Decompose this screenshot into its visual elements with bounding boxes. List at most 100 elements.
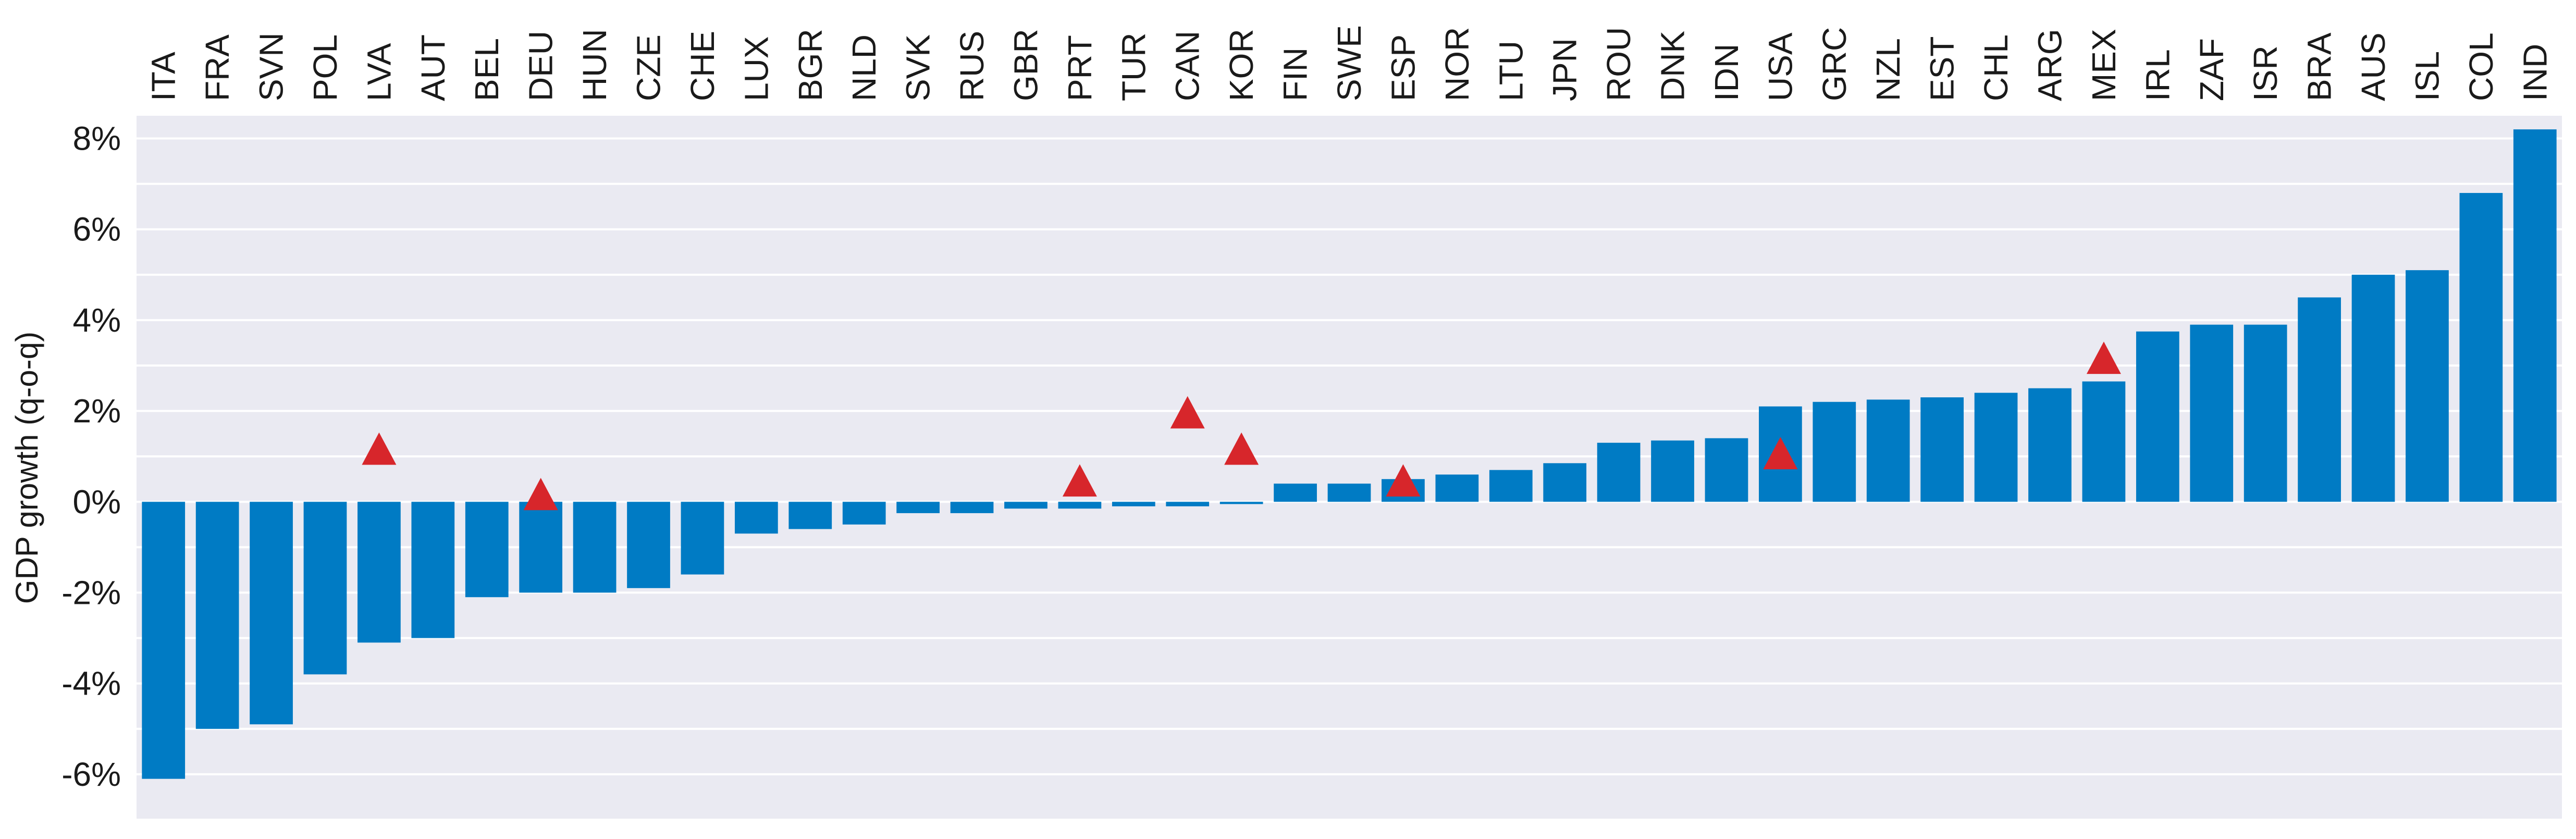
y-tick-label: 4% bbox=[73, 301, 121, 339]
category-label-kor: KOR bbox=[1223, 29, 1260, 101]
bar-bgr bbox=[788, 502, 832, 529]
bar-col bbox=[2459, 193, 2503, 502]
category-label-deu: DEU bbox=[522, 31, 560, 101]
marker-deu bbox=[523, 478, 558, 510]
category-label-lux: LUX bbox=[737, 37, 775, 102]
bar-grc bbox=[1813, 402, 1856, 502]
y-tick-label: 6% bbox=[73, 211, 121, 248]
bar-isr bbox=[2244, 324, 2287, 502]
bar-svk bbox=[896, 502, 940, 514]
bars bbox=[142, 129, 2557, 779]
bar-arg bbox=[2028, 388, 2072, 502]
marker-prt bbox=[1062, 464, 1097, 497]
bar-che bbox=[681, 502, 724, 575]
bar-irl bbox=[2136, 331, 2179, 502]
marker-kor bbox=[1224, 432, 1259, 465]
category-label-esp: ESP bbox=[1384, 34, 1422, 101]
bar-prt bbox=[1058, 502, 1102, 509]
category-label-dnk: DNK bbox=[1654, 31, 1692, 101]
category-label-che: CHE bbox=[684, 31, 721, 101]
category-label-aut: AUT bbox=[414, 34, 452, 101]
category-label-isl: ISL bbox=[2408, 51, 2446, 101]
marker-lva bbox=[362, 432, 397, 465]
category-label-mex: MEX bbox=[2085, 29, 2123, 101]
bar-svn bbox=[250, 502, 293, 725]
bar-isl bbox=[2406, 270, 2449, 502]
bar-hun bbox=[573, 502, 617, 593]
bar-nor bbox=[1435, 475, 1479, 502]
y-axis-title: GDP growth (q-o-q) bbox=[9, 332, 44, 604]
bar-est bbox=[1920, 397, 1964, 502]
bar-rus bbox=[950, 502, 994, 514]
bar-can bbox=[1166, 502, 1210, 507]
category-label-bel: BEL bbox=[468, 38, 506, 101]
category-label-grc: GRC bbox=[1816, 27, 1853, 101]
bar-lva bbox=[358, 502, 401, 643]
category-label-fra: FRA bbox=[199, 34, 236, 101]
bar-rou bbox=[1597, 443, 1641, 502]
bar-nzl bbox=[1866, 399, 1910, 502]
category-label-isr: ISR bbox=[2247, 45, 2284, 101]
category-label-idn: IDN bbox=[1708, 44, 1745, 101]
bar-aut bbox=[411, 502, 455, 638]
triangle-markers bbox=[362, 342, 2121, 510]
bar-lux bbox=[734, 502, 778, 534]
y-tick-label: -2% bbox=[61, 574, 121, 612]
bar-aus bbox=[2351, 274, 2395, 502]
bar-dnk bbox=[1651, 440, 1694, 502]
category-label-ita: ITA bbox=[145, 52, 182, 101]
category-label-swe: SWE bbox=[1330, 25, 1368, 101]
bar-fra bbox=[195, 502, 239, 729]
category-label-pol: POL bbox=[306, 34, 344, 101]
category-label-jpn: JPN bbox=[1546, 38, 1584, 101]
category-label-nld: NLD bbox=[845, 34, 883, 101]
bar-ltu bbox=[1489, 470, 1533, 502]
category-label-cze: CZE bbox=[630, 34, 668, 101]
category-label-gbr: GBR bbox=[1007, 29, 1044, 101]
y-tick-label: 8% bbox=[73, 120, 121, 157]
bar-kor bbox=[1219, 502, 1263, 504]
category-label-hun: HUN bbox=[576, 29, 613, 101]
marker-esp bbox=[1386, 464, 1421, 497]
bar-bel bbox=[465, 502, 509, 598]
bar-mex bbox=[2082, 381, 2126, 502]
bar-pol bbox=[303, 502, 347, 675]
y-tick-label: -6% bbox=[61, 756, 121, 793]
category-label-lva: LVA bbox=[360, 43, 398, 101]
category-label-ltu: LTU bbox=[1492, 41, 1530, 101]
bar-swe bbox=[1327, 483, 1371, 502]
category-label-irl: IRL bbox=[2139, 49, 2176, 101]
category-label-aus: AUS bbox=[2355, 32, 2392, 101]
bar-ind bbox=[2513, 129, 2557, 502]
marker-mex bbox=[2086, 342, 2121, 374]
bar-idn bbox=[1705, 438, 1748, 502]
category-label-bra: BRA bbox=[2301, 32, 2338, 101]
category-label-usa: USA bbox=[1761, 32, 1799, 101]
category-label-nor: NOR bbox=[1438, 27, 1476, 101]
bar-bra bbox=[2298, 297, 2341, 502]
bar-gbr bbox=[1004, 502, 1047, 509]
category-label-est: EST bbox=[1924, 37, 1961, 101]
marker-usa bbox=[1763, 437, 1798, 470]
bar-tur bbox=[1112, 502, 1155, 507]
bar-deu bbox=[519, 502, 563, 593]
y-tick-label: 0% bbox=[73, 483, 121, 520]
category-label-svk: SVK bbox=[899, 34, 937, 101]
y-tick-label: -4% bbox=[61, 665, 121, 702]
bar-nld bbox=[842, 502, 886, 525]
category-label-prt: PRT bbox=[1061, 35, 1099, 101]
bar-zaf bbox=[2190, 324, 2234, 502]
category-label-rou: ROU bbox=[1600, 27, 1637, 101]
y-tick-label: 2% bbox=[73, 392, 121, 430]
category-label-col: COL bbox=[2462, 32, 2500, 101]
bar-cze bbox=[627, 502, 670, 588]
bar-chl bbox=[1974, 393, 2018, 502]
category-label-bgr: BGR bbox=[792, 29, 829, 101]
category-label-ind: IND bbox=[2516, 44, 2554, 101]
category-label-can: CAN bbox=[1169, 31, 1206, 101]
category-labels: ITA FRA SVN POL LVA AUT BEL DEU HUN CZE CHE LUX BGR N… bbox=[145, 25, 2554, 101]
bar-jpn bbox=[1543, 463, 1587, 502]
category-label-svn: SVN bbox=[253, 32, 290, 101]
category-label-arg: ARG bbox=[2031, 29, 2068, 101]
